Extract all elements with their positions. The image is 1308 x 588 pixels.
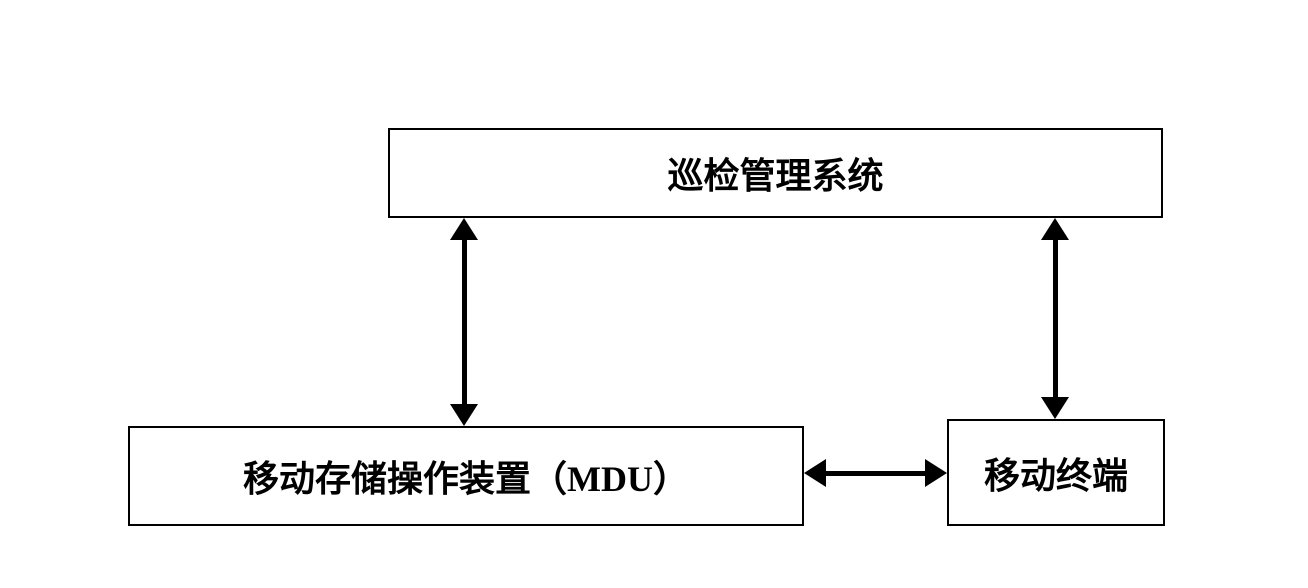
arrowhead-right-icon	[925, 459, 947, 487]
edge-line	[814, 471, 937, 476]
node-inspection-system: 巡检管理系统	[388, 128, 1163, 218]
node-label: 巡检管理系统	[667, 147, 883, 199]
arrowhead-down-icon	[1041, 397, 1069, 419]
node-mdu: 移动存储操作装置（MDU）	[128, 426, 804, 526]
edge-line	[462, 228, 467, 416]
edge-line	[1053, 228, 1058, 409]
arrowhead-up-icon	[450, 218, 478, 240]
node-label: 移动终端	[984, 447, 1128, 499]
arrowhead-up-icon	[1041, 218, 1069, 240]
arrowhead-down-icon	[450, 404, 478, 426]
node-label: 移动存储操作装置（MDU）	[243, 450, 689, 502]
arrowhead-left-icon	[804, 459, 826, 487]
node-mobile-terminal: 移动终端	[947, 419, 1165, 526]
